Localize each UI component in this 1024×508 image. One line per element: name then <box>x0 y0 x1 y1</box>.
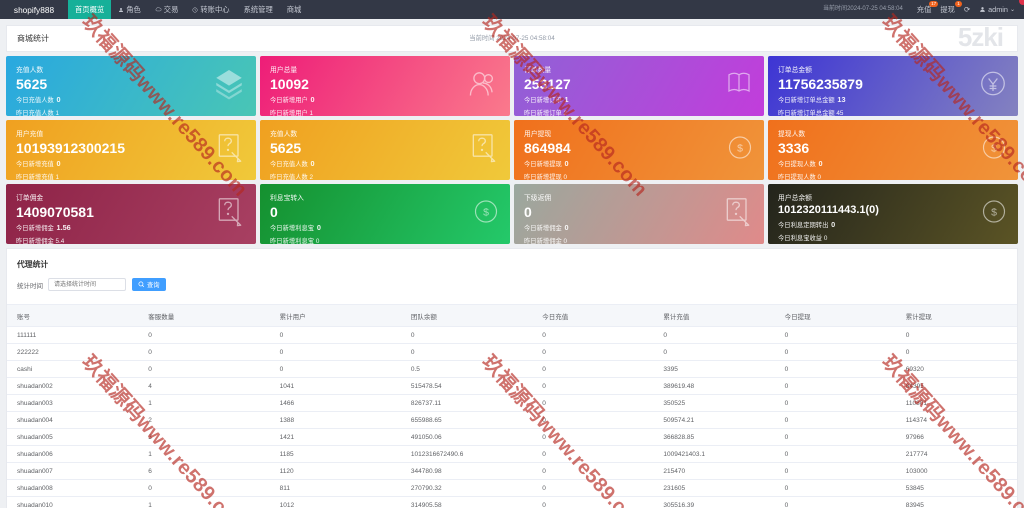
svg-text:$: $ <box>991 207 997 219</box>
svg-text:$: $ <box>737 143 743 155</box>
svg-text:$: $ <box>483 207 489 219</box>
svg-text:$: $ <box>991 143 997 155</box>
